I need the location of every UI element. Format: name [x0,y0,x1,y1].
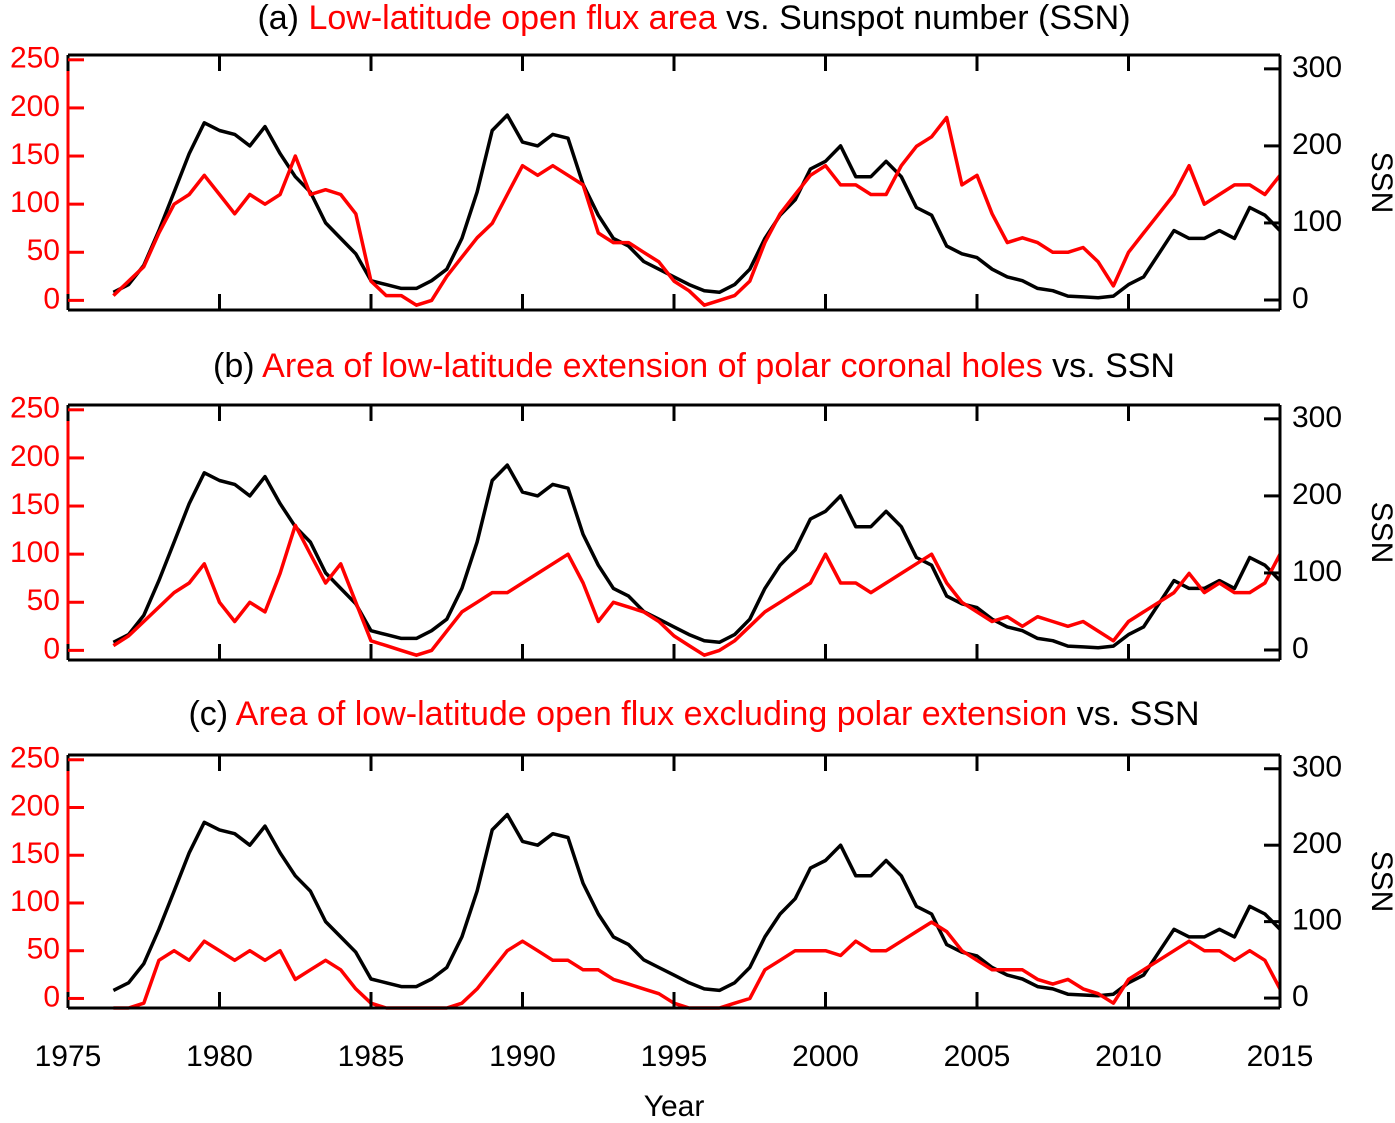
y2-tick-label: 0 [1292,980,1309,1013]
y-tick-label: 0 [43,282,60,315]
y2-tick-label: 200 [1292,827,1342,860]
x-tick-label: 2015 [1247,1040,1314,1073]
y2-tick-label: 100 [1292,555,1342,588]
y-tick-label: 100 [10,536,60,569]
data-line [112,115,1282,307]
y-tick-label: 100 [10,186,60,219]
y-tick-label: 50 [27,933,60,966]
y2-tick-label: 300 [1292,401,1342,434]
y-tick-label: 150 [10,488,60,521]
panel: (b) Area of low-latitude extension of po… [10,347,1395,665]
panel: (a) Low-latitude open flux area vs. Suns… [10,0,1395,315]
y-tick-label: 150 [10,837,60,870]
y2-tick-label: 100 [1292,205,1342,238]
y2-tick-label: 0 [1292,282,1309,315]
title-segment: vs. SSN [1052,347,1175,385]
title-segment: (a) [257,0,299,37]
x-tick-label: 2005 [944,1040,1011,1073]
title-segment: vs. SSN [1077,695,1200,733]
y2-tick-label: 0 [1292,632,1309,665]
y-tick-label: 150 [10,138,60,171]
y2-tick-label: 200 [1292,478,1342,511]
x-tick-label: 1975 [35,1040,102,1073]
panel: (c) Area of low-latitude open flux exclu… [10,695,1395,1123]
x-tick-label: 1990 [489,1040,556,1073]
y2-axis-label: SSN [1365,851,1395,913]
x-tick-label: 2000 [792,1040,859,1073]
title-segment: (c) [188,695,228,733]
y2-axis-label: SSN [1365,502,1395,564]
title-segment: Area of low-latitude open flux excluding… [236,695,1068,733]
y-tick-label: 50 [27,234,60,267]
title-segment: Low-latitude open flux area [308,0,716,37]
y-tick-label: 250 [10,392,60,425]
y2-tick-label: 300 [1292,51,1342,84]
title-segment: Area of low-latitude extension of polar … [262,347,1043,385]
y-tick-label: 0 [43,980,60,1013]
y2-axis-label: SSN [1365,152,1395,214]
y2-tick-label: 100 [1292,904,1342,937]
x-tick-label: 1995 [641,1040,708,1073]
y-tick-label: 100 [10,885,60,918]
y-tick-label: 200 [10,440,60,473]
data-line [112,523,1282,657]
title-segment: vs. Sunspot number (SSN) [726,0,1130,37]
panel-title: (b) Area of low-latitude extension of po… [213,347,1175,385]
panel-title: (c) Area of low-latitude open flux exclu… [188,695,1199,733]
y2-tick-label: 200 [1292,128,1342,161]
y-tick-label: 250 [10,42,60,75]
title-segment: (b) [213,347,255,385]
y-tick-label: 0 [43,632,60,665]
y2-tick-label: 300 [1292,751,1342,784]
y-tick-label: 50 [27,584,60,617]
x-tick-label: 2010 [1095,1040,1162,1073]
y-tick-label: 200 [10,90,60,123]
y-tick-label: 200 [10,789,60,822]
data-line [112,463,1282,650]
x-tick-label: 1985 [338,1040,405,1073]
x-tick-label: 1980 [186,1040,253,1073]
x-axis-label: Year [644,1090,705,1123]
data-line [112,812,1282,998]
panel-title: (a) Low-latitude open flux area vs. Suns… [257,0,1130,37]
y-tick-label: 250 [10,742,60,775]
